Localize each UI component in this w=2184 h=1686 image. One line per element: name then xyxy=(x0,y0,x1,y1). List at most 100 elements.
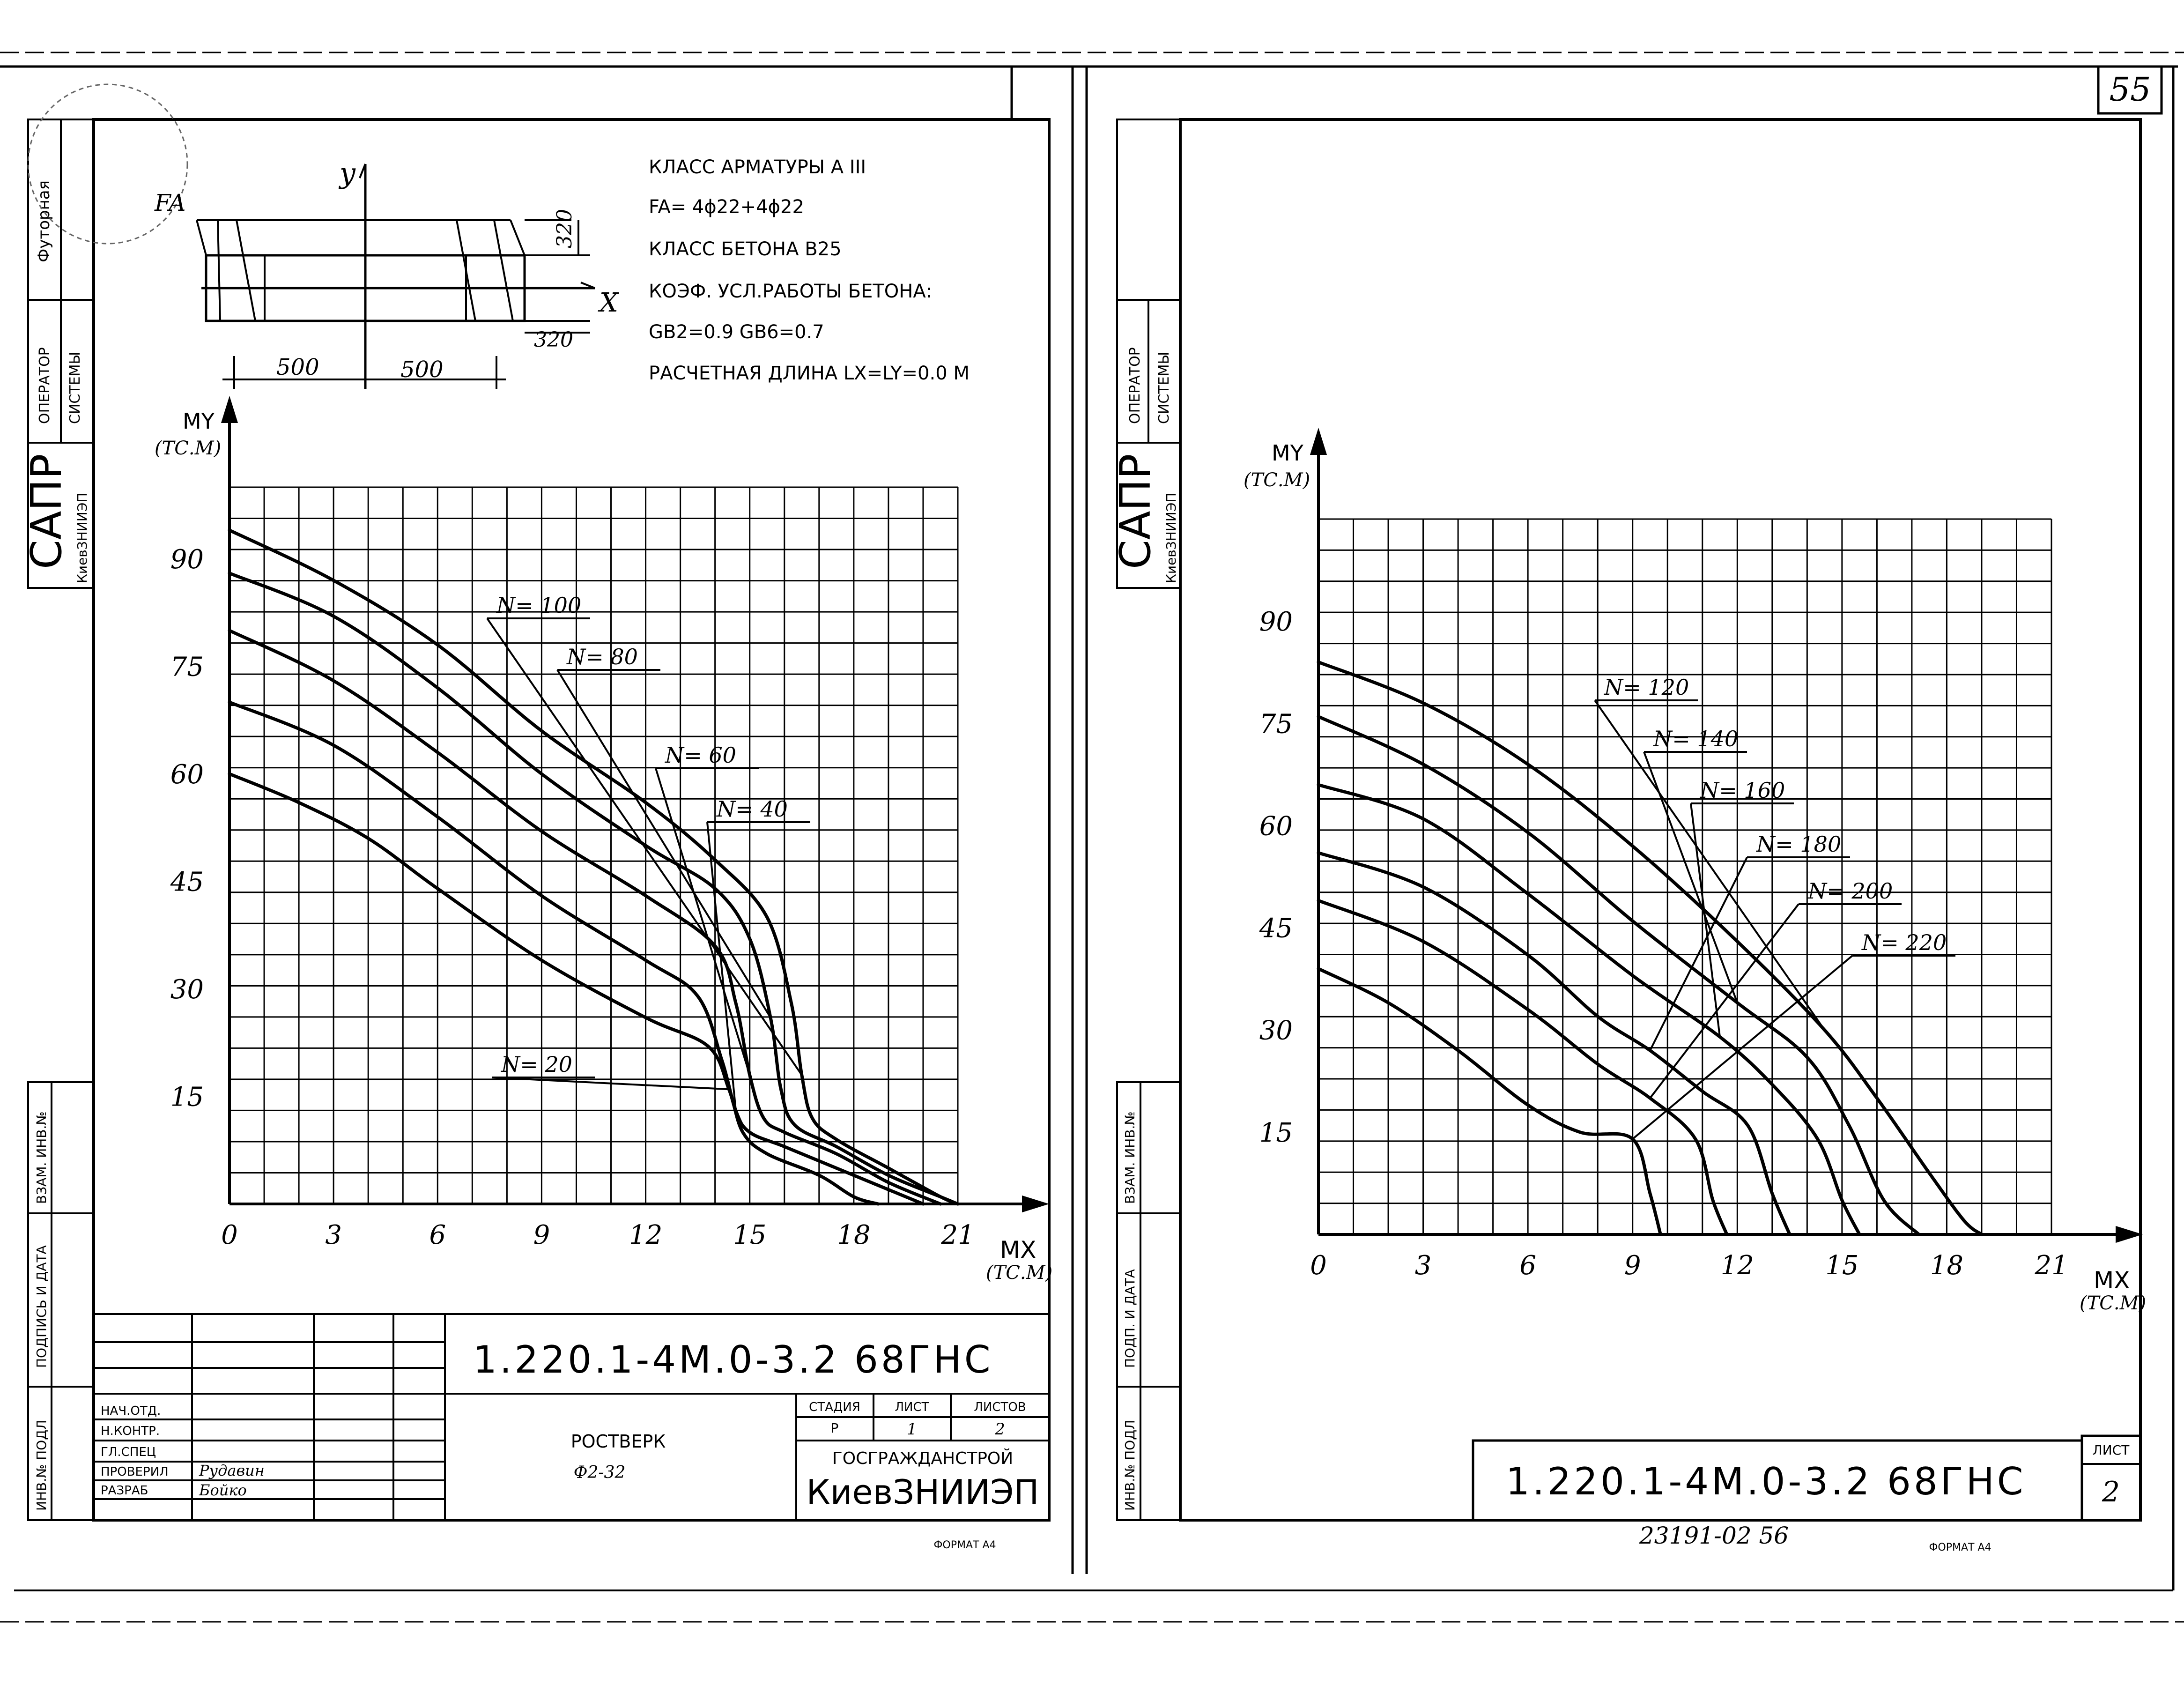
role-proveril: ПРОВЕРИЛ xyxy=(101,1465,169,1479)
right-drawing-code: 1.220.1-4M.0-3.2 68ГНС xyxy=(1506,1460,2026,1503)
series-label-220: N= 220 xyxy=(1861,930,1947,955)
stamp-operator: ОПЕРАТОР xyxy=(37,347,53,424)
role-razrab: РАЗРАБ xyxy=(101,1484,148,1498)
series-leader-80 xyxy=(556,669,771,1018)
sketch-y-label: y xyxy=(338,157,356,190)
left-roles: НАЧ.ОТД. Н.КОНТР. ГЛ.СПЕЦ ПРОВЕРИЛ РАЗРА… xyxy=(101,1404,265,1499)
x-axis-arrow xyxy=(1022,1195,1050,1213)
series-label-20: N= 20 xyxy=(501,1052,572,1077)
org-line1: ГОСГРАЖДАНСТРОЙ xyxy=(832,1448,1013,1468)
x-tick-label: 15 xyxy=(733,1220,766,1250)
sheets-header: ЛИСТОВ xyxy=(974,1400,1026,1414)
y-tick-label: 90 xyxy=(1259,607,1293,637)
role-gl-spec: ГЛ.СПЕЦ xyxy=(101,1445,156,1459)
y-axis-label: MY xyxy=(1272,440,1304,466)
series-label-60: N= 60 xyxy=(665,743,736,768)
series-line-220 xyxy=(1317,967,1662,1236)
series-line-60 xyxy=(228,629,942,1206)
left-title-line1: РОСТВЕРК xyxy=(571,1431,666,1452)
sketch-dim-320-top: 320 xyxy=(553,209,577,248)
x-tick-label: 18 xyxy=(837,1220,870,1250)
sketch-fa-label: FA xyxy=(154,189,185,216)
sheet-value: 1 xyxy=(907,1420,917,1439)
series-leader-200 xyxy=(1649,903,1799,1099)
y-axis-unit: (ТС.М) xyxy=(1244,469,1310,491)
y-tick-label: 90 xyxy=(170,544,204,575)
cross-section-sketch xyxy=(196,163,595,389)
spec-design-length: РАСЧЕТНАЯ ДЛИНА LX=LY=0.0 M xyxy=(649,363,970,384)
series-label-120: N= 120 xyxy=(1604,675,1689,700)
role-nach-otd: НАЧ.ОТД. xyxy=(101,1404,161,1418)
spec-coefs: GB2=0.9 GB6=0.7 xyxy=(649,321,824,343)
left-side-stamps xyxy=(27,119,95,1521)
stamp-inv-podl-right: ИНВ.№ ПОДЛ xyxy=(1122,1420,1138,1511)
page-number: 55 xyxy=(2109,70,2151,109)
series-leader-180 xyxy=(1649,857,1748,1051)
y-tick-label: 45 xyxy=(170,867,204,898)
stamp-vzam-inv: ВЗАМ. ИНВ.№ xyxy=(34,1111,49,1204)
x-tick-label: 9 xyxy=(533,1220,550,1250)
series-line-180 xyxy=(1317,851,1792,1236)
stamp-vzam-inv-right: ВЗАМ. ИНВ.№ xyxy=(1122,1111,1138,1204)
right-sheet-value: 2 xyxy=(2102,1476,2120,1508)
stamp-sistemy-right: СИСТЕМЫ xyxy=(1156,352,1172,424)
spec-coef-title: КОЭФ. УСЛ.РАБОТЫ БЕТОНА: xyxy=(649,281,932,302)
series-label-180: N= 180 xyxy=(1756,832,1841,857)
series-leader-120 xyxy=(1594,699,1826,1031)
series-line-140 xyxy=(1317,715,1921,1236)
series-label-40: N= 40 xyxy=(716,796,788,822)
y-tick-label: 15 xyxy=(1259,1118,1293,1148)
sheets-value: 2 xyxy=(994,1420,1005,1439)
right-side-stamps xyxy=(1116,119,1181,1521)
stage-header: СТАДИЯ xyxy=(809,1400,860,1414)
stamp-podpis-data: ПОДПИСЬ И ДАТА xyxy=(34,1245,49,1368)
x-axis-label: MX xyxy=(1000,1236,1036,1263)
series-label-160: N= 160 xyxy=(1700,778,1785,803)
stage-value: Р xyxy=(831,1420,839,1436)
stamp-inv-podl: ИНВ.№ ПОДЛ xyxy=(34,1420,49,1511)
spec-rebar-class: КЛАСС АРМАТУРЫ А III xyxy=(649,156,866,178)
right-format: ФОРМАТ А4 xyxy=(1929,1542,1991,1553)
left-format: ФОРМАТ А4 xyxy=(933,1539,996,1551)
x-tick-label: 12 xyxy=(629,1220,662,1250)
name-razrab: Бойко xyxy=(199,1481,247,1499)
x-tick-label: 3 xyxy=(1415,1250,1432,1281)
spec-fa: FA= 4ϕ22+4ϕ22 xyxy=(649,196,804,218)
sketch-dim-500-right: 500 xyxy=(400,357,444,383)
y-tick-label: 45 xyxy=(1259,914,1293,944)
y-axis-arrow xyxy=(1310,427,1327,455)
sketch-x-label: X xyxy=(598,288,619,318)
x-tick-label: 21 xyxy=(2034,1250,2068,1281)
specs-block: КЛАСС АРМАТУРЫ А III FA= 4ϕ22+4ϕ22 КЛАСС… xyxy=(649,156,970,384)
series-line-40 xyxy=(228,700,925,1206)
stamp-kievzniiep: КиевЗНИИЭП xyxy=(74,493,90,583)
series-line-20 xyxy=(228,772,880,1206)
x-tick-label: 0 xyxy=(1310,1250,1327,1281)
y-axis-arrow xyxy=(221,395,238,423)
x-axis-unit: (ТС.М) xyxy=(986,1262,1052,1284)
series-leader-60 xyxy=(655,768,751,1076)
sketch-dim-500-left: 500 xyxy=(276,354,319,380)
x-tick-label: 6 xyxy=(1519,1250,1536,1281)
grid xyxy=(1318,518,2052,1235)
series-line-100 xyxy=(228,528,960,1206)
name-proveril: Рудавин xyxy=(199,1462,265,1479)
stamp-kievzniiep-right: КиевЗНИИЭП xyxy=(1163,493,1179,583)
y-tick-label: 75 xyxy=(1259,709,1293,739)
axes xyxy=(221,395,1050,1213)
series-line-80 xyxy=(228,572,960,1206)
left-title-block xyxy=(94,1313,1049,1520)
x-axis-unit: (ТС.М) xyxy=(2080,1292,2146,1314)
y-tick-label: 60 xyxy=(1259,811,1293,841)
stamp-sapr-right: САПР xyxy=(1111,454,1160,569)
y-axis-label: MY xyxy=(183,409,215,434)
series-line-200 xyxy=(1317,899,1729,1236)
series-label-80: N= 80 xyxy=(566,644,638,669)
right-sheet-header: ЛИСТ xyxy=(2093,1442,2130,1458)
x-axis-arrow xyxy=(2116,1226,2143,1243)
sheet-header: ЛИСТ xyxy=(895,1400,929,1414)
x-tick-label: 18 xyxy=(1930,1250,1963,1281)
series-line-120 xyxy=(1317,660,1984,1236)
